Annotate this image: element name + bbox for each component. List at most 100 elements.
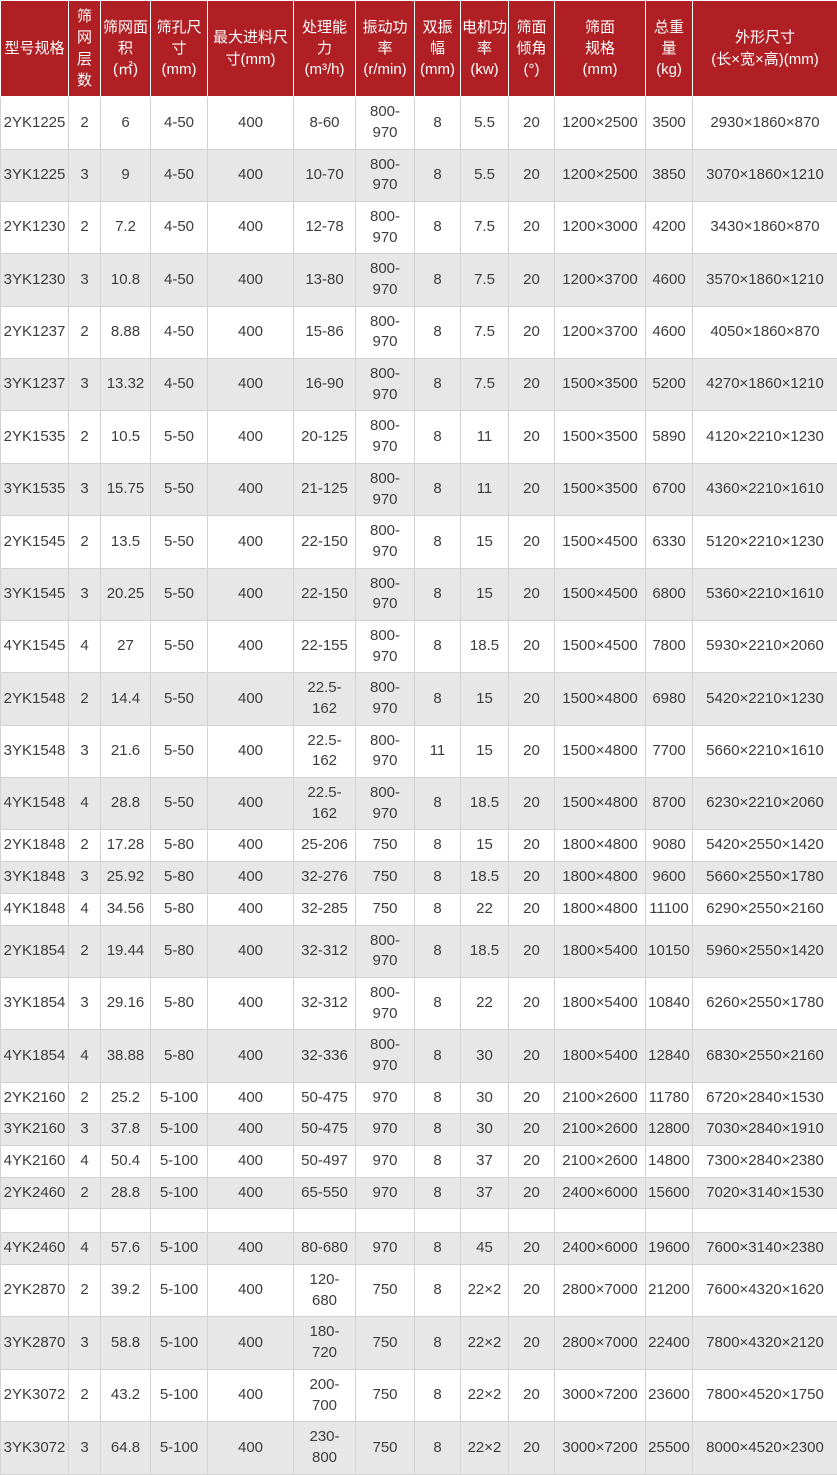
model-cell xyxy=(1,1209,69,1233)
spec-cell: 5890 xyxy=(646,411,693,463)
spec-cell: 800- 970 xyxy=(356,925,415,977)
spec-cell: 22-150 xyxy=(294,516,356,568)
spec-cell: 8 xyxy=(415,977,461,1029)
spec-cell: 32-312 xyxy=(294,977,356,1029)
spec-cell: 1500×3500 xyxy=(555,411,646,463)
spec-cell: 800- 970 xyxy=(356,977,415,1029)
spec-cell: 4120×2210×1230 xyxy=(693,411,837,463)
spec-cell: 30 xyxy=(461,1114,509,1146)
model-cell: 3YK2870 xyxy=(1,1317,69,1369)
spec-cell: 9600 xyxy=(646,862,693,894)
spec-cell: 20 xyxy=(509,97,555,149)
spec-cell: 3 xyxy=(69,149,101,201)
spec-cell: 8 xyxy=(415,411,461,463)
spec-cell: 1500×4500 xyxy=(555,620,646,672)
model-cell: 2YK1237 xyxy=(1,306,69,358)
spec-cell: 5200 xyxy=(646,359,693,411)
spec-cell: 400 xyxy=(208,254,294,306)
model-cell: 2YK2870 xyxy=(1,1265,69,1317)
spec-cell: 8 xyxy=(415,97,461,149)
spec-cell: 1800×4800 xyxy=(555,830,646,862)
spec-cell xyxy=(646,1209,693,1233)
spec-cell: 2 xyxy=(69,1265,101,1317)
spec-cell: 8 xyxy=(415,778,461,830)
spec-cell: 13.5 xyxy=(101,516,151,568)
spec-cell: 29.16 xyxy=(101,977,151,1029)
spec-cell: 8.88 xyxy=(101,306,151,358)
spec-cell: 2 xyxy=(69,306,101,358)
spec-cell: 20 xyxy=(509,254,555,306)
column-header-5: 处理能 力 (m³/h) xyxy=(294,1,356,97)
spec-cell: 3000×7200 xyxy=(555,1369,646,1421)
spec-cell: 5-80 xyxy=(151,1030,208,1082)
spec-cell: 7600×3140×2380 xyxy=(693,1233,837,1265)
spec-cell: 5120×2210×1230 xyxy=(693,516,837,568)
spec-cell: 400 xyxy=(208,673,294,725)
spec-cell: 400 xyxy=(208,1177,294,1209)
model-cell: 2YK1548 xyxy=(1,673,69,725)
spec-cell: 32-276 xyxy=(294,862,356,894)
spec-table-header: 型号规格筛 网 层 数筛网面 积 (㎡)筛孔尺 寸 (mm)最大进料尺 寸(mm… xyxy=(1,1,837,97)
spec-cell: 5930×2210×2060 xyxy=(693,620,837,672)
spec-cell: 50.4 xyxy=(101,1146,151,1178)
spec-cell: 4-50 xyxy=(151,254,208,306)
spec-cell: 5-50 xyxy=(151,673,208,725)
spec-cell: 4050×1860×870 xyxy=(693,306,837,358)
spec-cell: 400 xyxy=(208,359,294,411)
spec-cell: 800- 970 xyxy=(356,411,415,463)
spec-cell: 5-100 xyxy=(151,1369,208,1421)
spec-cell: 5-80 xyxy=(151,862,208,894)
spec-cell: 2 xyxy=(69,673,101,725)
spec-cell: 1200×3700 xyxy=(555,254,646,306)
spec-cell: 3 xyxy=(69,463,101,515)
model-cell: 2YK2160 xyxy=(1,1082,69,1114)
spec-cell: 2 xyxy=(69,516,101,568)
spec-cell: 9080 xyxy=(646,830,693,862)
model-cell: 3YK1535 xyxy=(1,463,69,515)
spec-cell: 5-50 xyxy=(151,568,208,620)
spec-cell xyxy=(151,1209,208,1233)
model-cell: 2YK2460 xyxy=(1,1177,69,1209)
spec-cell: 30 xyxy=(461,1082,509,1114)
spec-cell: 2400×6000 xyxy=(555,1177,646,1209)
spec-cell: 7.2 xyxy=(101,201,151,253)
spec-cell: 22×2 xyxy=(461,1317,509,1369)
spec-cell xyxy=(509,1209,555,1233)
spec-cell: 400 xyxy=(208,149,294,201)
spec-cell: 3 xyxy=(69,725,101,777)
model-cell: 4YK2460 xyxy=(1,1233,69,1265)
spec-cell: 180- 720 xyxy=(294,1317,356,1369)
spec-cell: 1200×3000 xyxy=(555,201,646,253)
spec-cell: 10-70 xyxy=(294,149,356,201)
spec-cell: 5420×2210×1230 xyxy=(693,673,837,725)
spec-cell: 10.8 xyxy=(101,254,151,306)
spec-cell: 5960×2550×1420 xyxy=(693,925,837,977)
spec-cell: 8 xyxy=(415,893,461,925)
spec-cell: 6 xyxy=(101,97,151,149)
spec-cell: 2100×2600 xyxy=(555,1114,646,1146)
spec-cell: 8 xyxy=(415,516,461,568)
spec-cell: 1500×4500 xyxy=(555,568,646,620)
spec-cell: 45 xyxy=(461,1233,509,1265)
spec-cell: 8 xyxy=(415,1177,461,1209)
column-header-7: 双振 幅 (mm) xyxy=(415,1,461,97)
spec-cell: 43.2 xyxy=(101,1369,151,1421)
model-cell: 4YK1548 xyxy=(1,778,69,830)
spec-cell: 8 xyxy=(415,1233,461,1265)
spec-cell: 3 xyxy=(69,359,101,411)
spec-cell: 3850 xyxy=(646,149,693,201)
spec-cell: 32-285 xyxy=(294,893,356,925)
spec-cell: 20 xyxy=(509,1146,555,1178)
spacer-row xyxy=(1,1209,837,1233)
spec-cell: 4-50 xyxy=(151,97,208,149)
spec-cell: 80-680 xyxy=(294,1233,356,1265)
spec-cell: 7800×4320×2120 xyxy=(693,1317,837,1369)
spec-cell: 400 xyxy=(208,306,294,358)
